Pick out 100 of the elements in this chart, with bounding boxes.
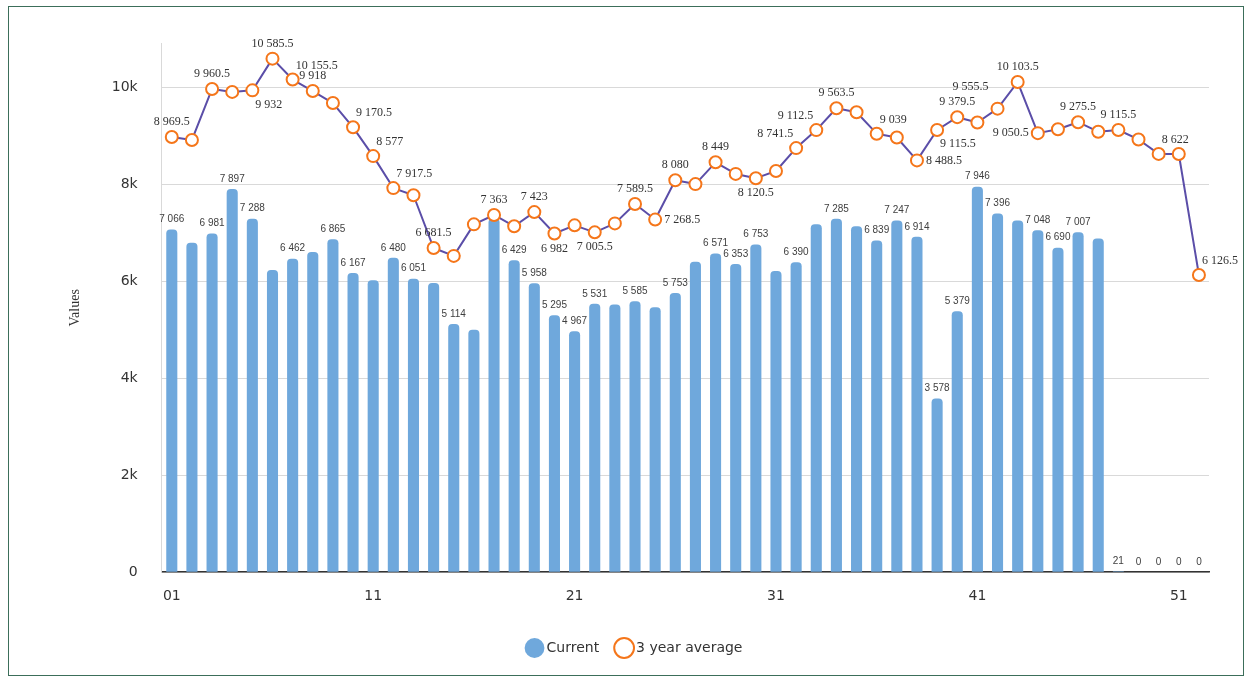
data-label: 5 531 bbox=[582, 287, 608, 299]
y-tick-label: 6k bbox=[120, 271, 139, 288]
legend-label: 3 year average bbox=[636, 638, 743, 655]
data-label: 9 050.5 bbox=[992, 125, 1029, 140]
data-label: 5 753 bbox=[662, 276, 689, 288]
data-label: 7 288 bbox=[239, 202, 266, 214]
x-tick-label: 01 bbox=[162, 587, 181, 604]
data-label: 4 967 bbox=[562, 314, 588, 326]
bar bbox=[810, 224, 822, 572]
data-label: 6 390 bbox=[783, 245, 810, 257]
data-label: 7 007 bbox=[1065, 216, 1092, 228]
data-label: 6 690 bbox=[1045, 231, 1071, 243]
data-label: 8 449 bbox=[702, 139, 730, 154]
bar bbox=[891, 220, 903, 572]
data-label: 7 897 bbox=[219, 172, 246, 184]
bar bbox=[186, 242, 198, 572]
bar bbox=[528, 283, 540, 572]
data-label: 0 bbox=[1176, 555, 1183, 567]
data-label: 5 114 bbox=[441, 307, 467, 319]
data-label: 9 563.5 bbox=[818, 85, 855, 100]
bar bbox=[609, 304, 621, 572]
bar bbox=[1032, 230, 1044, 572]
bar bbox=[387, 257, 399, 572]
data-label: 6 982 bbox=[540, 240, 568, 255]
bar bbox=[407, 278, 420, 572]
data-label: 8 741.5 bbox=[757, 126, 794, 141]
data-label: 5 295 bbox=[541, 299, 568, 311]
data-label: 7 423 bbox=[520, 189, 548, 204]
bar bbox=[206, 233, 218, 572]
data-label: 6 429 bbox=[501, 244, 528, 256]
bar bbox=[367, 280, 379, 572]
bar bbox=[569, 331, 581, 572]
bar bbox=[710, 253, 722, 572]
bar bbox=[931, 398, 943, 572]
data-label: 6 051 bbox=[400, 262, 427, 274]
y-tick-label: 4k bbox=[120, 368, 139, 385]
data-label: 8 080 bbox=[661, 157, 689, 172]
bar bbox=[166, 229, 178, 572]
legend-label: Current bbox=[546, 638, 600, 655]
bar bbox=[1052, 247, 1064, 572]
data-label: 6 865 bbox=[320, 222, 346, 234]
data-label: 3 578 bbox=[924, 382, 951, 394]
bar bbox=[307, 252, 319, 572]
data-label: 0 bbox=[1135, 555, 1142, 567]
bar bbox=[830, 218, 842, 572]
data-label: 6 126.5 bbox=[1201, 253, 1238, 268]
data-label: 7 363 bbox=[480, 192, 508, 207]
data-label: 6 571 bbox=[703, 237, 729, 249]
bar bbox=[448, 324, 460, 572]
x-tick-label: 21 bbox=[565, 587, 584, 604]
data-label: 9 112.5 bbox=[777, 108, 814, 123]
data-label: 7 946 bbox=[964, 170, 991, 182]
bar bbox=[911, 236, 923, 572]
x-tick-label: 51 bbox=[1169, 587, 1188, 604]
bar bbox=[1092, 238, 1104, 572]
bar bbox=[669, 293, 681, 572]
bar bbox=[770, 270, 782, 572]
y-tick-label: 2k bbox=[120, 465, 139, 482]
data-label: 7 396 bbox=[985, 197, 1011, 209]
bar bbox=[508, 260, 520, 572]
y-tick-label: 10k bbox=[111, 77, 139, 94]
data-label: 6 480 bbox=[380, 241, 407, 253]
y-tick-label: 8k bbox=[120, 174, 139, 191]
data-label: 9 115.5 bbox=[1100, 107, 1137, 122]
bar bbox=[851, 226, 863, 572]
data-label: 9 275.5 bbox=[1060, 99, 1097, 114]
x-tick-label: 31 bbox=[767, 587, 785, 604]
bar bbox=[327, 239, 339, 572]
bar bbox=[1012, 220, 1024, 572]
bar bbox=[266, 269, 279, 572]
data-label: 10 585.5 bbox=[251, 35, 294, 50]
data-label: 5 958 bbox=[521, 266, 548, 278]
data-label: 7 268.5 bbox=[664, 211, 701, 226]
data-label: 8 622 bbox=[1161, 132, 1189, 147]
data-label: 7 589.5 bbox=[617, 181, 654, 196]
bar bbox=[589, 303, 601, 572]
data-label: 10 103.5 bbox=[996, 59, 1039, 74]
bar bbox=[548, 315, 560, 572]
bar bbox=[730, 263, 742, 572]
bar bbox=[1072, 232, 1084, 572]
data-label: 5 379 bbox=[944, 294, 971, 306]
data-label: 7 048 bbox=[1025, 214, 1051, 226]
data-label: 6 353 bbox=[723, 247, 749, 259]
x-tick-label: 41 bbox=[968, 587, 987, 604]
bar bbox=[971, 186, 983, 572]
bar bbox=[347, 273, 359, 572]
data-label: 7 285 bbox=[823, 202, 850, 214]
data-label: 9 555.5 bbox=[952, 78, 989, 93]
data-label: 0 bbox=[1155, 555, 1162, 567]
data-label: 9 379.5 bbox=[939, 94, 976, 109]
y-axis-title: Values bbox=[67, 289, 83, 327]
data-label: 6 753 bbox=[743, 228, 769, 240]
data-label: 7 917.5 bbox=[396, 166, 433, 181]
bar bbox=[287, 258, 299, 572]
bar bbox=[991, 213, 1004, 572]
data-label: 7 247 bbox=[884, 204, 910, 216]
data-label: 8 969.5 bbox=[153, 114, 190, 129]
bar bbox=[428, 283, 440, 572]
data-label: 0 bbox=[1196, 555, 1203, 567]
data-label: 6 839 bbox=[864, 224, 890, 236]
